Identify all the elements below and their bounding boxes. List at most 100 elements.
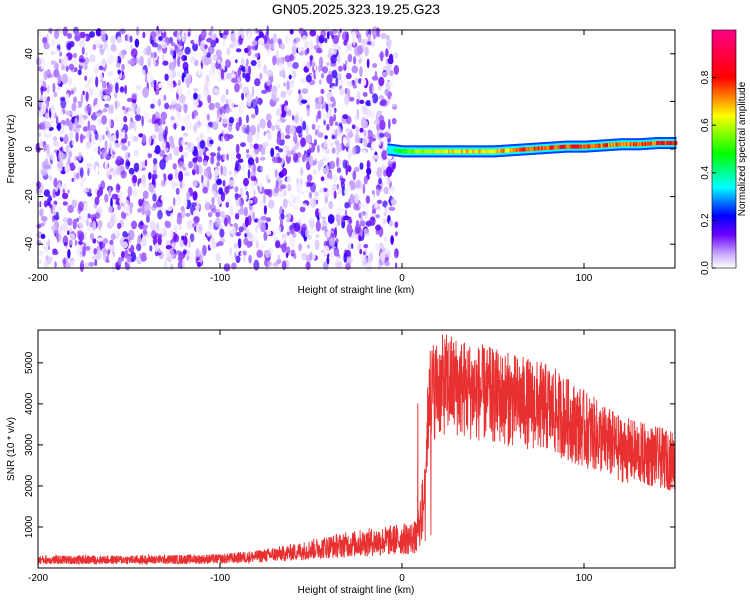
x-tick-label: 100 [576,273,593,284]
noise-blob [228,170,232,176]
noise-blob [226,153,230,161]
noise-blob [256,59,262,70]
noise-blob [174,168,178,179]
noise-blob [115,55,119,63]
noise-blob [148,134,152,145]
noise-blob [259,105,264,111]
noise-blob [106,131,111,138]
noise-blob [84,246,91,251]
track-core [417,149,420,154]
track-core [498,148,502,153]
noise-blob [373,202,379,209]
noise-blob [251,180,254,189]
noise-blob [264,141,270,147]
noise-blob [380,251,386,262]
noise-blob [224,217,228,227]
noise-blob [49,151,56,161]
noise-blob [206,38,213,43]
noise-blob [243,177,249,187]
noise-blob [67,204,74,214]
noise-blob [244,216,249,228]
track-core [661,141,665,146]
noise-blob [101,148,108,159]
track-core [575,144,579,149]
noise-blob [201,28,207,39]
noise-blob [228,179,235,187]
noise-blob [190,56,196,64]
noise-blob [154,123,160,133]
noise-blob [82,246,86,257]
noise-blob [331,47,337,55]
track-core [543,146,547,151]
noise-blob [337,53,341,64]
noise-blob [282,235,287,244]
track-core [625,142,628,147]
noise-blob [222,165,227,177]
noise-blob [59,147,63,152]
noise-blob [320,73,325,79]
noise-blob [259,156,266,161]
noise-blob [186,255,190,261]
noise-blob [365,100,372,107]
noise-blob [324,155,330,163]
noise-blob [304,49,309,56]
noise-blob [193,92,198,100]
noise-blob [305,254,312,264]
noise-blob [323,139,327,148]
noise-blob [375,224,381,231]
noise-blob [105,160,109,166]
track-core [462,149,465,154]
noise-blob [185,121,193,130]
noise-blob [150,39,155,45]
noise-blob [359,162,364,170]
noise-blob [257,123,260,134]
colorbar-frame [711,29,737,269]
noise-blob [365,195,371,204]
noise-blob [212,183,218,192]
noise-blob [267,261,273,267]
noise-blob [354,77,359,85]
noise-blob [387,160,393,168]
noise-blob [197,64,202,76]
noise-blob [152,60,157,67]
noise-blob [345,72,352,80]
noise-blob [83,83,90,88]
track-core [391,147,394,152]
noise-blob [35,189,43,196]
noise-blob [322,261,328,270]
noise-blob [65,144,70,154]
noise-blob [159,117,163,128]
noise-blob [151,134,157,140]
noise-blob [96,237,103,242]
noise-blob [64,164,71,174]
track-core [452,149,455,154]
noise-blob [116,36,123,44]
noise-blob [79,167,84,178]
noise-blob [181,235,185,241]
noise-blob [39,137,43,149]
noise-blob [271,125,276,132]
track-core [535,146,538,151]
noise-blob [40,216,48,222]
noise-blob [362,137,368,147]
noise-blob [172,70,176,78]
noise-blob [80,93,84,104]
noise-blob [178,224,182,231]
noise-blob [109,239,114,245]
noise-blob [355,180,363,191]
noise-blob [216,63,222,69]
noise-blob [102,134,105,140]
noise-blob [255,156,259,164]
noise-blob [365,261,373,272]
noise-blob [40,233,46,240]
noise-blob [157,106,163,112]
track-core [410,149,413,154]
noise-blob [266,230,272,235]
track-core [634,142,637,147]
noise-blob [71,140,75,146]
noise-blob [204,44,208,49]
noise-blob [156,187,162,197]
track-core [516,147,519,152]
track-core [603,143,606,148]
noise-blob [318,64,321,73]
